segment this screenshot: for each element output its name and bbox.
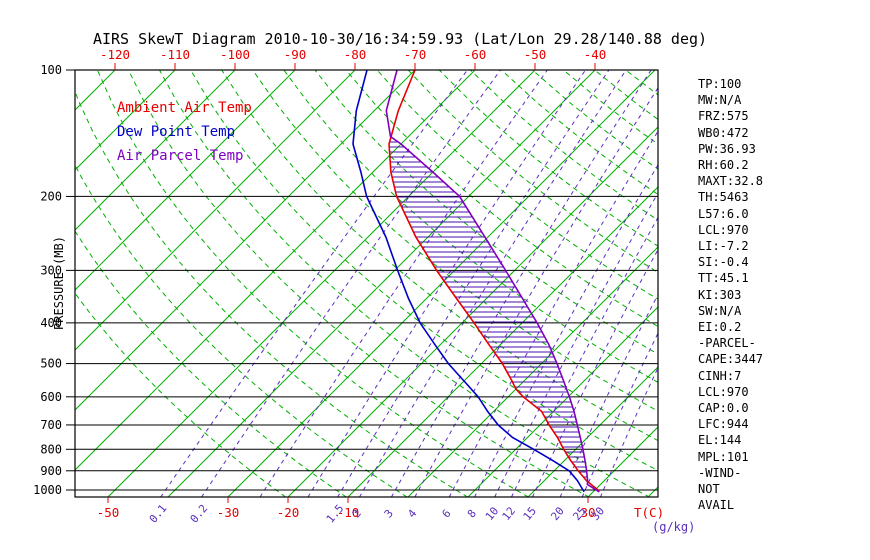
bottom-temp-tick-label: -10 [337, 505, 360, 520]
top-temp-tick-label: -50 [524, 47, 547, 62]
top-temp-tick-label: -100 [220, 47, 250, 62]
stat-line: NOT [698, 482, 720, 497]
bottom-temp-tick-label: -50 [97, 505, 120, 520]
mixing-ratio-lines [160, 70, 658, 497]
pressure-tick-label: 100 [40, 63, 62, 77]
stat-line: -WIND- [698, 465, 742, 480]
stat-line: LFC:944 [698, 417, 749, 432]
skewt-grid [75, 70, 658, 497]
stat-line: RH:60.2 [698, 158, 749, 173]
top-temp-tick-label: -120 [100, 47, 130, 62]
pressure-tick-label: 400 [40, 316, 62, 330]
pressure-tick-label: 1000 [33, 483, 62, 497]
pressure-tick-label: 500 [40, 357, 62, 371]
stat-line: L57:6.0 [698, 206, 749, 221]
plot-frame [74, 69, 659, 498]
top-temp-tick-label: -80 [344, 47, 367, 62]
pressure-tick-label: 800 [40, 442, 62, 456]
legend-item-0: Ambient Air Temp [117, 100, 252, 116]
top-temp-tick-label: -90 [284, 47, 307, 62]
stat-line: CAP:0.0 [698, 401, 749, 416]
mixing-ratio-tick-label: 12 [500, 504, 518, 523]
mixing-ratio-tick-label: 8 [465, 507, 479, 520]
stat-line: LCL:970 [698, 384, 749, 399]
cape-hatch-area [389, 141, 588, 478]
stat-line: TP:100 [698, 77, 742, 91]
legend: Ambient Air Temp Dew Point Temp Air Parcel… [117, 96, 252, 168]
mixing-ratio-tick-label: 10 [483, 504, 501, 523]
stat-line: LI:-7.2 [698, 239, 749, 254]
top-temp-tick-label: -60 [464, 47, 487, 62]
mixing-ratio-tick-label: 20 [548, 504, 566, 523]
stat-line: WB0:472 [698, 125, 749, 140]
bottom-temp-tick-label: 30 [580, 505, 595, 520]
stat-line: CAPE:3447 [698, 352, 764, 367]
stat-line: SW:N/A [698, 303, 742, 318]
stat-line: LCL:970 [698, 222, 749, 237]
chart-title: AIRS SkewT Diagram 2010-10-30/16:34:59.9… [92, 30, 708, 48]
mixing-ratio-tick-label: 0.2 [188, 502, 211, 526]
mixing-ratio-tick-label: 0.1 [147, 502, 170, 526]
stat-line: TT:45.1 [698, 271, 749, 286]
stat-line: TH:5463 [698, 190, 749, 205]
stats-panel: TP:100 MW:N/A FRZ:575 WB0:472 PW:36.93 RH:60.… [698, 76, 763, 513]
mixing-unit-label: (g/kg) [652, 520, 695, 534]
mixing-ratio-tick-label: 15 [521, 504, 539, 523]
pressure-axis-label: PRESSURE (MB) [52, 236, 66, 330]
stat-line: CINH:7 [698, 368, 742, 383]
pressure-tick-label: 900 [40, 464, 62, 478]
stat-line: KI:303 [698, 287, 742, 302]
stat-line: MAXT:32.8 [698, 174, 764, 189]
stat-line: PW:36.93 [698, 141, 756, 156]
legend-item-1: Dew Point Temp [117, 124, 236, 140]
top-temp-tick-label: -70 [404, 47, 427, 62]
pressure-tick-label: 300 [40, 263, 62, 277]
ambient-temp-curve [388, 70, 600, 493]
top-temp-tick-label: -110 [160, 47, 190, 62]
stat-line: MPL:101 [698, 449, 749, 464]
stat-line: MW:N/A [698, 93, 742, 108]
top-temp-tick-label: -40 [584, 47, 607, 62]
mixing-ratio-tick-label: 6 [440, 507, 454, 520]
stat-line: FRZ:575 [698, 109, 749, 124]
pressure-tick-label: 600 [40, 390, 62, 404]
pressure-tick-label: 700 [40, 418, 62, 432]
stat-line: AVAIL [698, 498, 735, 513]
stat-line: SI:-0.4 [698, 255, 749, 270]
stat-line: -PARCEL- [698, 336, 756, 351]
stat-line: EI:0.2 [698, 320, 742, 335]
bottom-temp-tick-label: -20 [277, 505, 300, 520]
legend-item-2: Air Parcel Temp [117, 148, 244, 164]
dewpoint-temp-curve [352, 70, 585, 493]
temp-unit-label: T(C) [634, 505, 664, 520]
top-temp-axis: -120 -110 -100 -90 -80 -70 -60 -50 -40 [100, 47, 606, 70]
pressure-tick-label: 200 [40, 189, 62, 203]
parcel-temp-curve [385, 70, 600, 493]
bottom-temp-tick-label: -30 [217, 505, 240, 520]
stat-line: EL:144 [698, 433, 742, 448]
mixing-ratio-tick-label: 4 [405, 507, 419, 521]
mixing-ratio-tick-label: 3 [382, 507, 396, 520]
bottom-temp-axis: -50 -30 -20 -10 30 [97, 497, 596, 520]
